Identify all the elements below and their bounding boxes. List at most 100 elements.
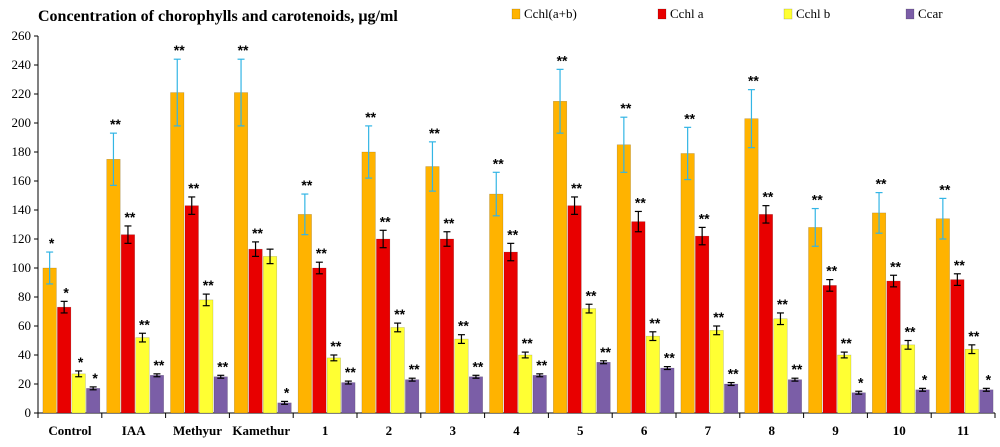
significance-label: **: [345, 364, 356, 380]
y-tick-label: 200: [12, 115, 32, 130]
bar: [872, 212, 887, 414]
significance-label: *: [78, 354, 84, 370]
significance-label: **: [968, 328, 979, 344]
significance-label: **: [939, 181, 950, 197]
bar: [71, 373, 86, 414]
bar: [808, 227, 823, 414]
significance-label: **: [890, 258, 901, 274]
x-tick-label: 5: [577, 423, 584, 438]
bar: [149, 375, 164, 414]
bar: [935, 218, 950, 414]
y-tick-label: 80: [18, 289, 31, 304]
bar: [901, 344, 916, 414]
bar: [851, 392, 866, 414]
bar: [645, 335, 660, 414]
x-tick-label: 7: [705, 423, 712, 438]
y-tick-label: 220: [12, 86, 32, 101]
bar: [376, 238, 391, 414]
bar: [106, 159, 121, 414]
x-tick-label: 10: [893, 423, 906, 438]
bar: [709, 330, 724, 414]
significance-label: **: [557, 52, 568, 68]
y-tick-label: 60: [18, 318, 31, 333]
bar: [248, 248, 263, 414]
significance-label: **: [600, 344, 611, 360]
x-tick-label: Control: [48, 423, 91, 438]
bar: [616, 144, 631, 414]
bar: [724, 383, 739, 414]
significance-label: *: [858, 374, 864, 390]
significance-label: **: [522, 335, 533, 351]
significance-label: **: [153, 357, 164, 373]
legend-swatch: [905, 8, 915, 20]
significance-label: **: [536, 357, 547, 373]
bar: [439, 238, 454, 414]
significance-label: **: [429, 125, 440, 141]
bar: [773, 318, 788, 414]
bar: [120, 234, 135, 414]
bar: [454, 338, 469, 414]
bar: [787, 379, 802, 414]
y-tick-label: 100: [12, 260, 32, 275]
bar: [758, 214, 773, 414]
bar: [297, 214, 312, 414]
bar: [234, 92, 249, 414]
x-tick-label: 1: [322, 423, 329, 438]
significance-label: **: [217, 358, 228, 374]
bar: [660, 367, 675, 414]
significance-label: **: [954, 257, 965, 273]
bar: [979, 389, 994, 414]
bar: [326, 357, 341, 414]
significance-label: **: [620, 100, 631, 116]
significance-label: **: [635, 194, 646, 210]
significance-label: *: [922, 371, 928, 387]
significance-label: **: [203, 277, 214, 293]
bar: [341, 382, 356, 414]
significance-label: **: [762, 189, 773, 205]
significance-label: **: [876, 176, 887, 192]
significance-label: **: [380, 213, 391, 229]
x-tick-label: 6: [641, 423, 648, 438]
legend-swatch: [657, 8, 667, 20]
significance-label: **: [301, 177, 312, 193]
chart-title: Concentration of chorophylls and caroten…: [38, 8, 398, 25]
significance-label: **: [748, 73, 759, 89]
bar: [405, 379, 420, 414]
significance-label: *: [63, 284, 69, 300]
bar: [596, 362, 611, 414]
significance-label: **: [586, 287, 597, 303]
significance-label: **: [316, 245, 327, 261]
significance-label: **: [188, 180, 199, 196]
bar: [135, 337, 150, 414]
bar: [567, 205, 582, 414]
bar: [680, 153, 695, 414]
y-tick-label: 140: [12, 202, 32, 217]
significance-label: *: [986, 371, 992, 387]
x-tick-label: 9: [832, 423, 839, 438]
significance-label: **: [507, 226, 518, 242]
significance-label: **: [649, 315, 660, 331]
bar: [553, 101, 568, 414]
significance-label: **: [571, 180, 582, 196]
bar: [489, 193, 504, 414]
significance-label: **: [124, 209, 135, 225]
significance-label: **: [493, 155, 504, 171]
bar: [86, 388, 101, 414]
significance-label: **: [777, 296, 788, 312]
legend-label: Cchl(a+b): [524, 6, 577, 21]
significance-label: **: [713, 309, 724, 325]
y-tick-label: 120: [12, 231, 32, 246]
bar: [263, 256, 278, 414]
x-tick-label: 2: [386, 423, 393, 438]
bar: [361, 151, 376, 414]
significance-label: **: [174, 42, 185, 58]
bar: [837, 354, 852, 414]
y-tick-label: 180: [12, 144, 32, 159]
significance-label: *: [92, 370, 98, 386]
bar: [503, 251, 518, 414]
bar: [822, 285, 837, 414]
bar: [950, 279, 965, 414]
legend-label: Ccar: [918, 6, 943, 21]
y-tick-label: 40: [18, 347, 31, 362]
significance-label: **: [664, 350, 675, 366]
